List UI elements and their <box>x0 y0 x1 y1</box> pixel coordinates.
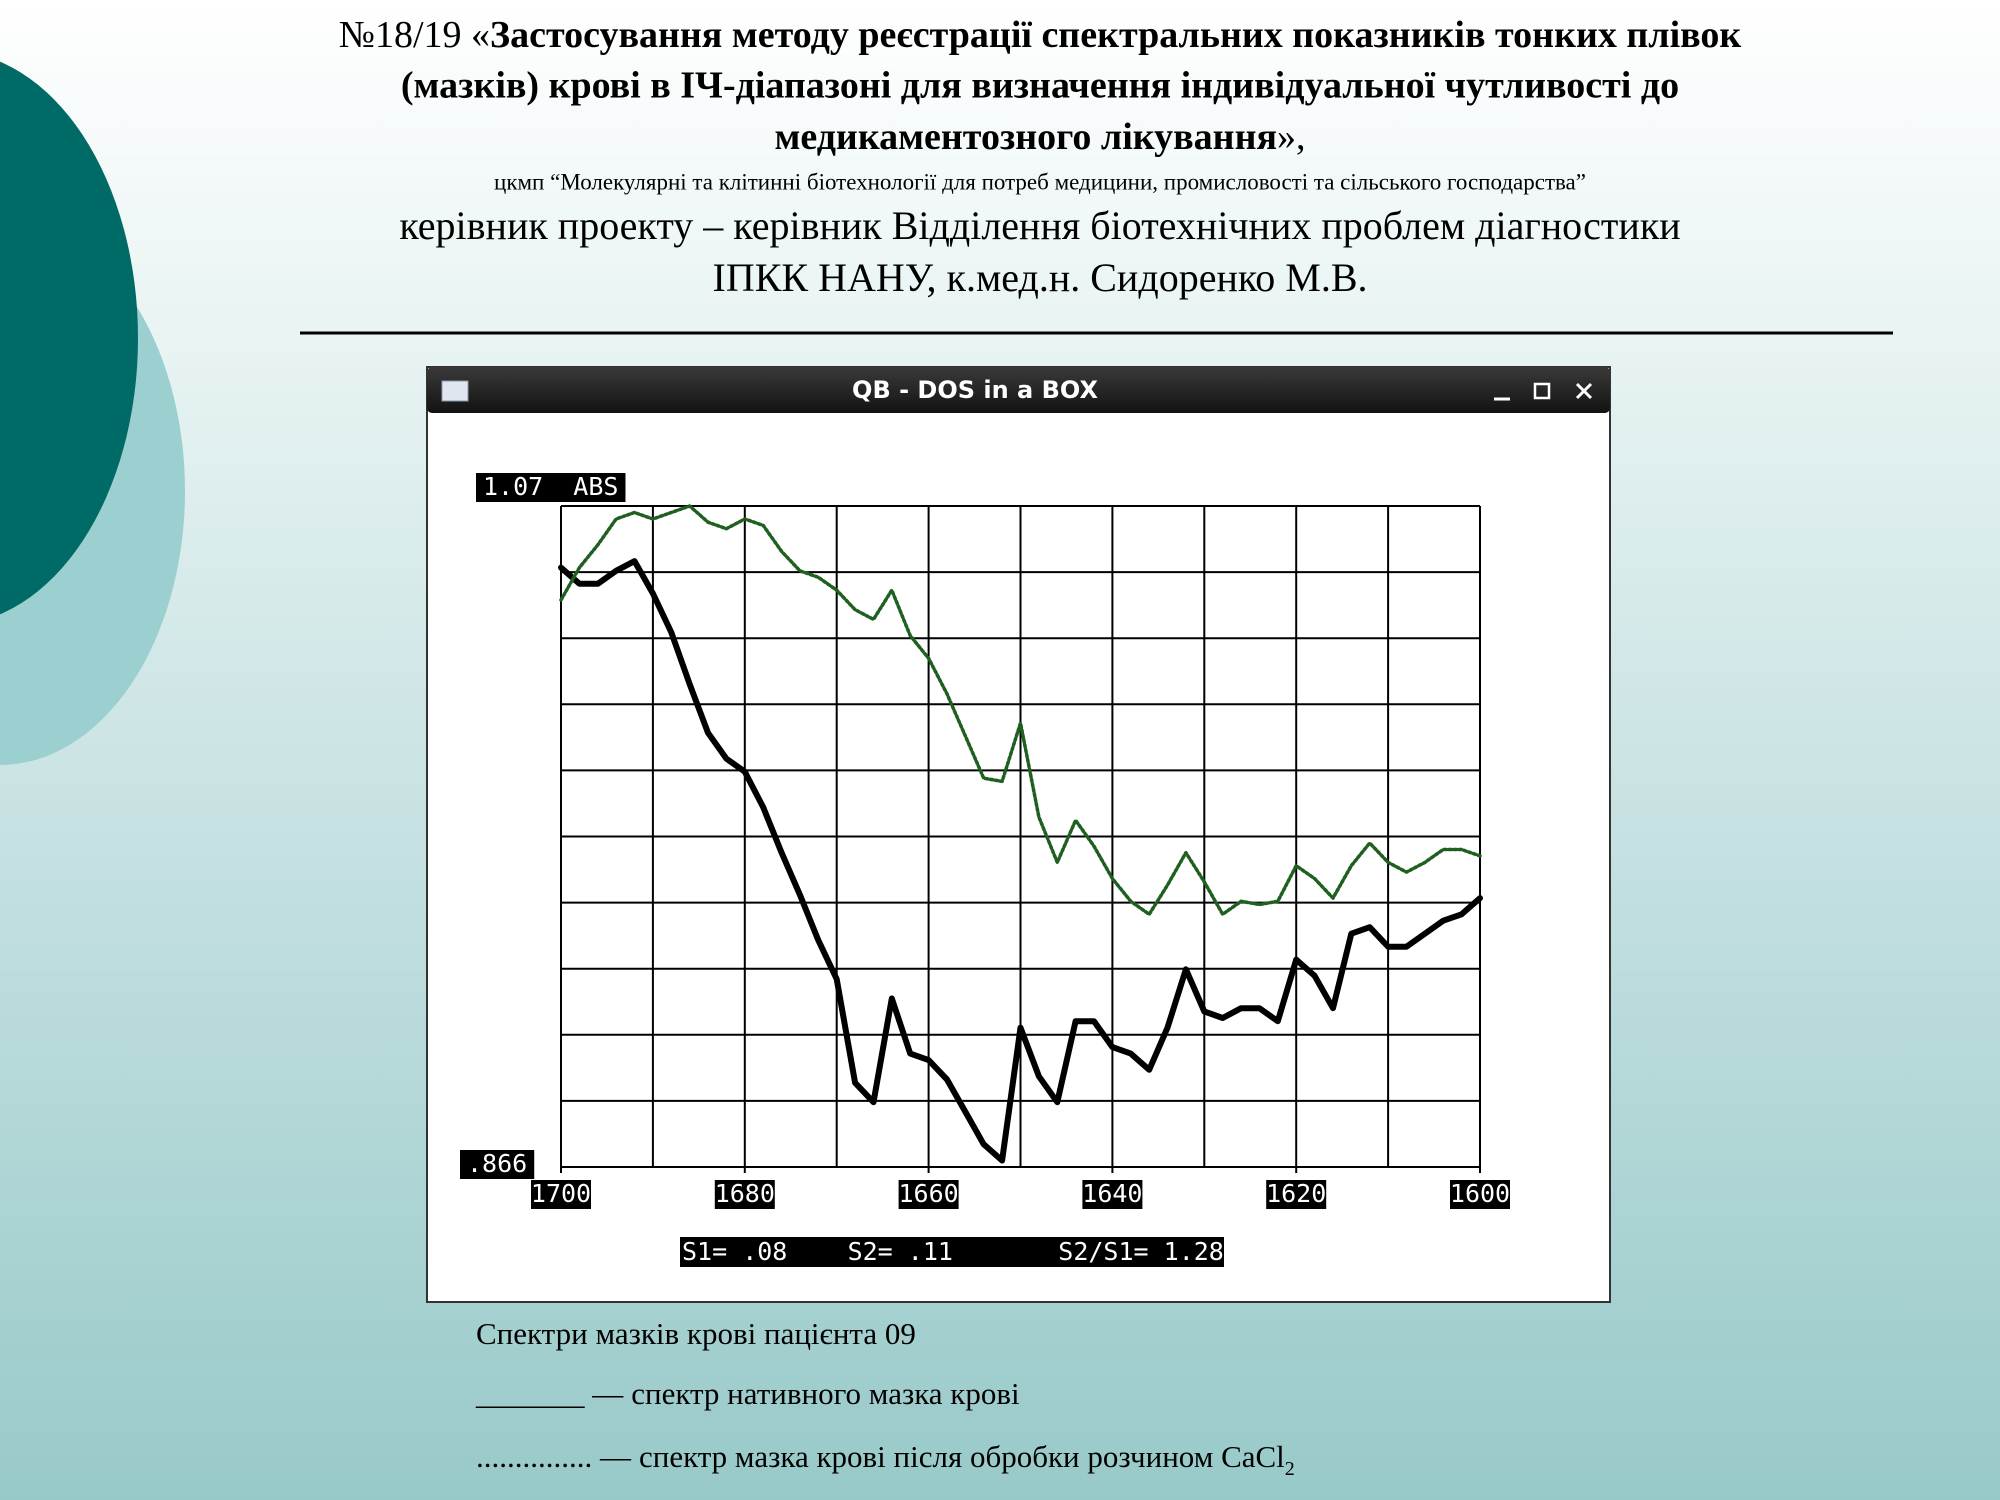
legend-label: спектр мазка крові після обробки розчино… <box>639 1439 1285 1474</box>
legend-entry: _______ — спектр нативного мазка крові <box>475 1376 1020 1411</box>
title-bar <box>427 367 1610 413</box>
leader-line: ІПКК НАНУ, к.мед.н. Сидоренко М.В. <box>713 255 1368 300</box>
title-line: №18/19 «Застосування методу реєстрації с… <box>339 14 1742 56</box>
title-line: (мазків) крові в ІЧ-діапазоні для визнач… <box>401 65 1679 107</box>
x-tick-box <box>1450 1180 1510 1209</box>
y-tick-label: .866 <box>467 1149 527 1178</box>
x-tick-label: 1620 <box>1266 1179 1326 1208</box>
leader-line: керівник проекту – керівник Відділення б… <box>399 203 1680 248</box>
title-line: медикаментозного лікування», <box>774 116 1305 158</box>
dos-window: QB - DOS in a BOX <box>426 366 1611 1303</box>
x-tick-label: 1640 <box>1082 1179 1142 1208</box>
x-tick-box <box>714 1180 775 1209</box>
y-tick-box <box>476 473 626 502</box>
x-tick-label: 1680 <box>715 1179 775 1208</box>
legend-label: спектр нативного мазка крові <box>631 1376 1020 1411</box>
title-text: Застосування методу реєстрації спектраль… <box>490 14 1741 56</box>
decor-circle <box>0 61 138 615</box>
title-prefix: №18/19 « <box>339 14 490 56</box>
title-text: медикаментозного лікування <box>774 116 1277 158</box>
legend-entry: ............... — спектр мазка крові післ… <box>476 1439 1295 1479</box>
x-tick-box <box>898 1180 959 1209</box>
x-tick-box <box>1082 1180 1143 1209</box>
annotation-box <box>680 1237 1224 1267</box>
maximize-button[interactable] <box>1533 382 1551 400</box>
x-tick-box <box>531 1180 591 1209</box>
x-tick-label: 1700 <box>531 1179 591 1208</box>
legend-marker: _______ — <box>475 1376 624 1411</box>
x-tick-label: 1660 <box>898 1179 958 1208</box>
annotation: S1= .08 S2= .11 S2/S1= 1.28 <box>682 1237 1224 1266</box>
title-suffix: », <box>1277 116 1306 158</box>
x-tick-box <box>1266 1180 1327 1209</box>
y-tick-box <box>460 1150 535 1179</box>
window-title: QB - DOS in a BOX <box>852 376 1098 404</box>
series-line <box>559 504 1482 917</box>
program: цкмп “Молекулярні та клітинні біотехноло… <box>494 169 1586 194</box>
legend-marker: ............... — <box>476 1439 632 1474</box>
window-frame <box>426 366 1611 1303</box>
legend-subscript: 2 <box>1285 1458 1295 1480</box>
window-icon <box>441 380 469 402</box>
y-tick-label: 1.07 ABS <box>483 472 618 501</box>
series-line <box>558 558 1483 1164</box>
caption: Спектри мазків крові пацієнта 09 <box>476 1316 916 1351</box>
close-button[interactable] <box>1575 382 1593 400</box>
x-tick-label: 1600 <box>1450 1179 1510 1208</box>
